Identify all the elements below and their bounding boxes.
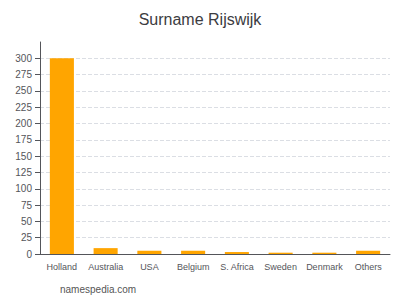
svg-text:Surname Rijswijk: Surname Rijswijk <box>139 11 263 28</box>
svg-text:250: 250 <box>15 85 32 96</box>
svg-text:100: 100 <box>15 183 32 194</box>
svg-text:Denmark: Denmark <box>306 262 343 272</box>
svg-text:75: 75 <box>21 200 33 211</box>
svg-text:125: 125 <box>15 167 32 178</box>
svg-text:Australia: Australia <box>88 262 123 272</box>
svg-text:0: 0 <box>26 249 32 260</box>
svg-text:namespedia.com: namespedia.com <box>60 284 136 295</box>
svg-text:225: 225 <box>15 102 32 113</box>
svg-text:Sweden: Sweden <box>264 262 297 272</box>
svg-text:200: 200 <box>15 118 32 129</box>
svg-text:Others: Others <box>355 262 383 272</box>
svg-text:275: 275 <box>15 69 32 80</box>
svg-text:175: 175 <box>15 134 32 145</box>
svg-text:S. Africa: S. Africa <box>220 262 254 272</box>
svg-text:50: 50 <box>21 216 33 227</box>
svg-text:Belgium: Belgium <box>177 262 210 272</box>
svg-text:150: 150 <box>15 151 32 162</box>
svg-text:Holland: Holland <box>47 262 78 272</box>
svg-text:USA: USA <box>140 262 159 272</box>
svg-text:25: 25 <box>21 232 33 243</box>
svg-text:300: 300 <box>15 53 32 64</box>
